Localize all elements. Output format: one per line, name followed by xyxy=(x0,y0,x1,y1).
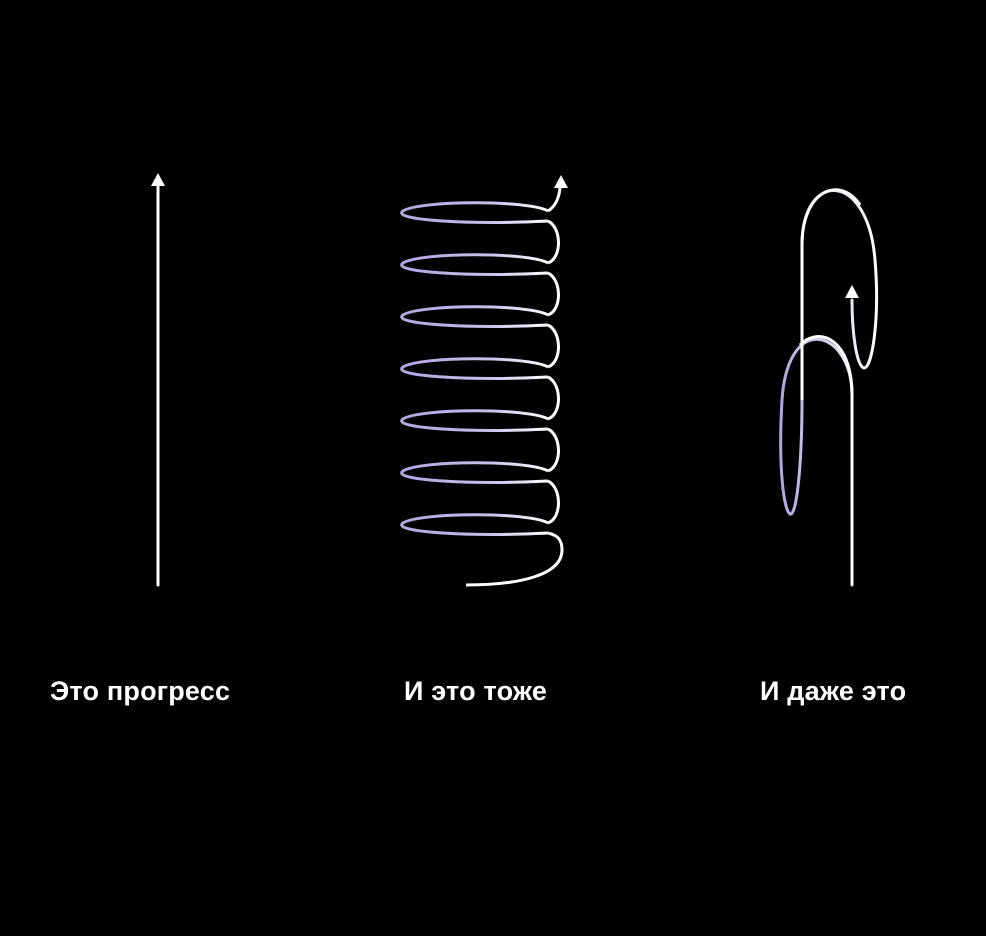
looping-up-arrow-icon xyxy=(779,188,879,587)
spiral-up-arrow-icon xyxy=(400,175,568,587)
caption-progress: Это прогресс xyxy=(50,676,231,706)
caption-even-this: И даже это xyxy=(760,676,907,706)
caption-this-too: И это тоже xyxy=(404,676,548,706)
straight-up-arrow-icon xyxy=(151,173,165,587)
